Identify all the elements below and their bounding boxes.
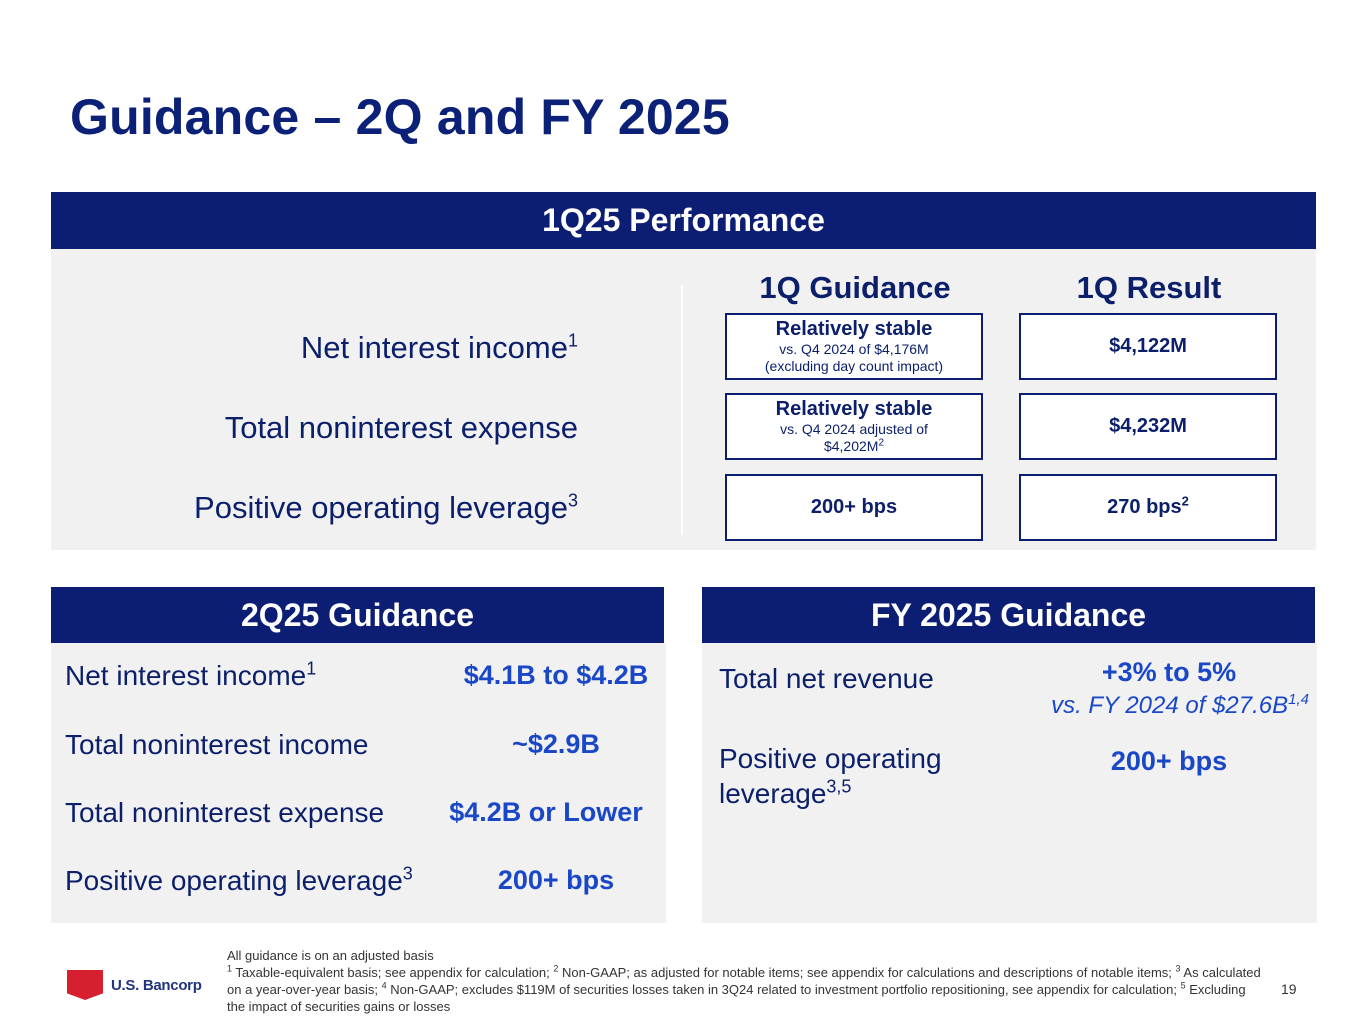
guidance-main: Relatively stable	[775, 318, 933, 340]
col-head-result: 1Q Result	[1076, 270, 1222, 305]
result-value: $4,232M	[1109, 415, 1187, 437]
guidance-main: 200+ bps	[810, 496, 898, 518]
perf-label-nonint-expense: Total noninterest expense	[224, 410, 578, 445]
guidance-sub: vs. Q4 2024 adjusted of	[780, 421, 928, 437]
guidance-sub: (excluding day count impact)	[764, 358, 944, 374]
company-logo: U.S. Bancorp	[67, 970, 202, 1000]
fy-guidance-panel	[702, 643, 1317, 923]
performance-header: 1Q25 Performance	[51, 192, 1316, 249]
q2-guidance-panel	[51, 643, 666, 923]
fy-value-leverage: 200+ bps	[1110, 746, 1228, 776]
col-head-guidance: 1Q Guidance	[759, 270, 951, 305]
guidance-sub: vs. Q4 2024 of $4,176M	[779, 341, 929, 357]
logo-text: U.S. Bancorp	[111, 976, 202, 994]
shield-logo-icon	[67, 970, 103, 1000]
footnote-main: All guidance is on an adjusted basis	[227, 948, 434, 963]
footnote-details: 1 Taxable-equivalent basis; see appendix…	[227, 963, 1261, 1014]
perf-label-leverage: Positive operating leverage3	[194, 490, 578, 525]
q2-value-nonint-expense: $4.2B or Lower	[449, 797, 643, 827]
perf-label-nii: Net interest income1	[300, 330, 578, 365]
fy-label-net-revenue: Total net revenue	[719, 663, 934, 694]
fy-label-leverage: Positive operating leverage3,5	[719, 743, 942, 809]
result-value: 270 bps2	[1107, 493, 1189, 518]
guidance-sub: $4,202M2	[823, 437, 885, 454]
result-value: $4,122M	[1109, 335, 1187, 357]
result-box-nii: $4,122M	[1019, 313, 1277, 380]
result-box-leverage: 270 bps2	[1019, 474, 1277, 541]
q2-label-leverage: Positive operating leverage3	[65, 863, 413, 896]
guidance-box-nii: Relatively stable vs. Q4 2024 of $4,176M…	[725, 313, 983, 380]
q2-label-nii: Net interest income1	[65, 658, 317, 691]
page-number: 19	[1281, 981, 1297, 997]
fy-guidance-header: FY 2025 Guidance	[702, 587, 1315, 643]
q2-value-nii: $4.1B to $4.2B	[463, 660, 649, 690]
guidance-main: Relatively stable	[775, 398, 933, 420]
footnotes: All guidance is on an adjusted basis 1 T…	[227, 947, 1262, 1015]
q2-label-nonint-expense: Total noninterest expense	[65, 797, 385, 828]
fy-sub-net-revenue: vs. FY 2024 of $27.6B1,4	[1051, 691, 1309, 719]
performance-divider	[681, 285, 683, 535]
q2-value-nonint-income: ~$2.9B	[512, 729, 600, 759]
guidance-box-leverage: 200+ bps	[725, 474, 983, 541]
guidance-box-expense: Relatively stable vs. Q4 2024 adjusted o…	[725, 393, 983, 460]
page-title: Guidance – 2Q and FY 2025	[70, 89, 730, 145]
q2-value-leverage: 200+ bps	[497, 865, 615, 895]
q2-guidance-header: 2Q25 Guidance	[51, 587, 664, 643]
fy-value-net-revenue: +3% to 5%	[1101, 657, 1237, 687]
q2-label-nonint-income: Total noninterest income	[65, 729, 369, 760]
result-box-expense: $4,232M	[1019, 393, 1277, 460]
